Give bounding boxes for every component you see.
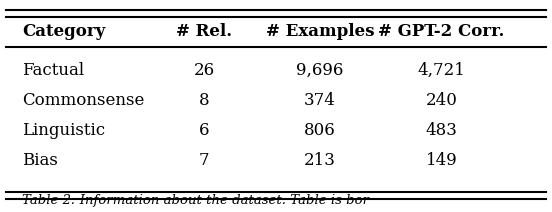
Text: 6: 6 <box>199 122 210 139</box>
Text: Commonsense: Commonsense <box>22 92 145 109</box>
Text: 26: 26 <box>194 62 215 79</box>
Text: Bias: Bias <box>22 152 58 169</box>
Text: Category: Category <box>22 23 105 40</box>
Text: Linguistic: Linguistic <box>22 122 105 139</box>
Text: 374: 374 <box>304 92 336 109</box>
Text: # Examples: # Examples <box>266 23 374 40</box>
Text: 240: 240 <box>426 92 458 109</box>
Text: 9,696: 9,696 <box>296 62 344 79</box>
Text: # GPT-2 Corr.: # GPT-2 Corr. <box>379 23 505 40</box>
Text: 4,721: 4,721 <box>418 62 465 79</box>
Text: Factual: Factual <box>22 62 84 79</box>
Text: # Rel.: # Rel. <box>176 23 232 40</box>
Text: 8: 8 <box>199 92 210 109</box>
Text: 213: 213 <box>304 152 336 169</box>
Text: 806: 806 <box>304 122 336 139</box>
Text: Table 2: Information about the dataset. Table is bor: Table 2: Information about the dataset. … <box>22 194 369 207</box>
Text: 149: 149 <box>426 152 458 169</box>
Text: 7: 7 <box>199 152 210 169</box>
Text: 483: 483 <box>426 122 458 139</box>
